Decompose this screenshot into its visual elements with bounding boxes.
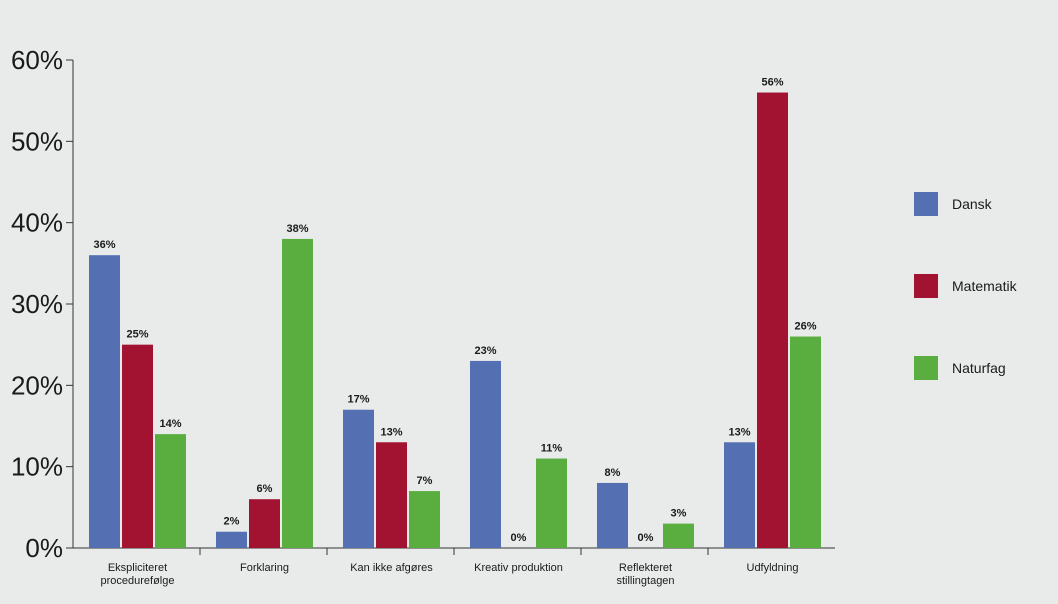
bar-dansk-1 [216,531,247,548]
data-label: 8% [605,467,621,479]
x-tick-label-line: Udfyldning [747,562,799,574]
data-label: 23% [474,345,496,357]
data-label: 56% [761,77,783,89]
x-tick-label-line: Kan ikke afgøres [350,562,433,574]
y-tick-label: 10% [11,452,63,482]
bar-matematik-5 [757,92,788,549]
bar-naturfag-4 [663,523,694,548]
data-label: 3% [671,508,687,520]
legend-swatch-dansk [914,192,938,216]
bar-dansk-4 [597,482,628,548]
data-label: 25% [126,329,148,341]
bar-matematik-1 [249,499,280,548]
x-tick-label: Udfyldning [747,562,799,574]
y-tick-label: 0% [25,533,63,563]
legend-swatch-matematik [914,274,938,298]
y-tick-label: 30% [11,289,63,319]
y-tick-label: 50% [11,126,63,156]
bar-dansk-2 [343,409,374,548]
legend-swatch-naturfag [914,356,938,380]
bar-naturfag-3 [536,458,567,548]
data-label: 38% [286,223,308,235]
y-tick-label: 60% [11,45,63,75]
y-axis: 0% 10% 20% 30% 40% 50% 60% [11,45,74,563]
bar-naturfag-2 [409,491,440,548]
x-tick-label: Kreativ produktion [474,562,563,574]
y-tick-label: 20% [11,370,63,400]
data-label: 11% [541,443,563,455]
data-label: 7% [417,475,433,487]
legend-label-naturfag: Naturfag [952,360,1006,376]
data-label: 13% [728,426,750,438]
data-label: 0% [511,532,527,544]
x-axis: Ekspliciteret procedurefølge Forklaring Kan… [73,547,835,587]
x-tick-label-line: procedurefølge [101,575,175,587]
legend-label-dansk: Dansk [952,196,993,212]
legend: Dansk Matematik Naturfag [914,192,1018,380]
x-tick-label-line: Kreativ produktion [474,562,563,574]
data-label: 0% [638,532,654,544]
data-label: 26% [794,321,816,333]
x-tick-label: Forklaring [240,562,289,574]
data-label: 36% [93,239,115,251]
bar-dansk-3 [470,360,501,548]
x-tick-label-line: stillingtagen [616,575,674,587]
bar-naturfag-1 [282,238,313,548]
data-label: 13% [380,426,402,438]
x-tick-label: Kan ikke afgøres [350,562,433,574]
x-tick-label-line: Forklaring [240,562,289,574]
bars [89,92,821,549]
y-tick-label: 40% [11,208,63,238]
legend-label-matematik: Matematik [952,278,1018,294]
bar-dansk-0 [89,255,120,548]
bar-matematik-2 [376,442,407,548]
bar-dansk-5 [724,442,755,548]
data-label: 14% [159,418,181,430]
x-tick-label: Reflekteret stillingtagen [616,562,674,587]
data-label: 6% [257,483,273,495]
bar-naturfag-5 [790,336,821,548]
bar-naturfag-0 [155,434,186,548]
x-tick-label-line: Reflekteret [619,562,672,574]
data-label: 2% [224,516,240,528]
data-labels: 36% 25% 14% 2% 6% 38% 17% 13% 7% 23% 0% 11% 8% 0% 3% 13… [93,77,816,544]
x-tick-label-line: Ekspliciteret [108,562,167,574]
x-tick-label: Ekspliciteret procedurefølge [101,562,175,587]
bar-matematik-0 [122,344,153,548]
data-label: 17% [347,394,369,406]
